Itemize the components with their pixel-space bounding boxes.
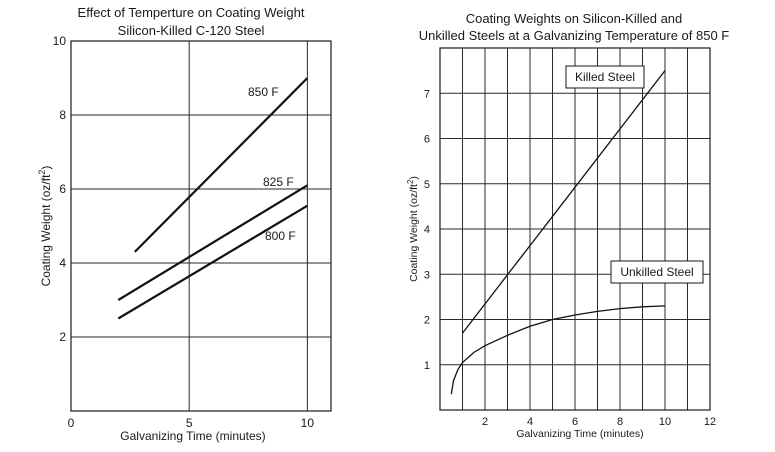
right-x-tick-label: 10 — [659, 416, 671, 428]
series-label-unkilled-steel: Unkilled Steel — [620, 265, 693, 279]
right-series-lines — [450, 70, 666, 395]
right-chart-subtitle: Unkilled Steels at a Galvanizing Tempera… — [419, 28, 730, 43]
left-x-tick-label: 5 — [186, 416, 193, 430]
right-chart: Coating Weights on Silicon-Killed and Un… — [406, 11, 729, 440]
unkilled-steel-label-box — [610, 260, 704, 284]
right-y-tick-label: 3 — [424, 269, 430, 281]
left-chart-subtitle: Silicon-Killed C-120 Steel — [118, 23, 265, 38]
series-line-800f — [117, 204, 308, 320]
left-plot-frame — [70, 40, 332, 412]
left-y-tick-label: 6 — [59, 182, 66, 196]
left-y-tick-label: 10 — [53, 34, 67, 48]
right-chart-title: Coating Weights on Silicon-Killed and — [466, 11, 683, 26]
series-line-unkilled-steel — [450, 305, 666, 395]
left-series-lines — [117, 77, 309, 320]
series-label-killed-steel: Killed Steel — [575, 70, 635, 84]
right-y-tick-label: 5 — [424, 179, 430, 191]
left-y-tick-label: 8 — [59, 108, 66, 122]
left-grid — [71, 41, 331, 411]
series-label-825f: 825 F — [263, 175, 294, 189]
left-chart-title: Effect of Temperture on Coating Weight — [78, 5, 305, 20]
right-plot-frame — [439, 47, 711, 411]
series-line-850f — [134, 77, 309, 253]
left-x-tick-label: 10 — [301, 416, 315, 430]
left-x-tick-label: 0 — [68, 416, 75, 430]
series-label-800f: 800 F — [265, 229, 296, 243]
right-x-tick-label: 6 — [572, 416, 578, 428]
killed-steel-label-box — [565, 65, 645, 89]
series-line-killed-steel — [461, 70, 666, 334]
left-y-tick-label: 2 — [59, 330, 66, 344]
right-x-tick-label: 12 — [704, 416, 716, 428]
series-line-825f — [117, 184, 308, 301]
right-x-tick-label: 8 — [617, 416, 623, 428]
left-y-axis-label: Coating Weight (oz/ft2) — [37, 166, 53, 287]
right-x-tick-label: 2 — [482, 416, 488, 428]
right-grid — [440, 48, 710, 410]
left-x-axis-label: Galvanizing Time (minutes) — [120, 429, 265, 443]
left-chart: Effect of Temperture on Coating Weight S… — [37, 5, 332, 443]
left-ticks: 0 5 10 2 4 6 8 10 — [53, 34, 315, 430]
right-y-axis-label: Coating Weight (oz/ft2) — [406, 176, 420, 282]
left-y-tick-label: 4 — [59, 256, 66, 270]
right-y-tick-label: 7 — [424, 88, 430, 100]
right-y-tick-label: 6 — [424, 134, 430, 146]
right-x-tick-label: 4 — [527, 416, 533, 428]
right-x-axis-label: Galvanizing Time (minutes) — [516, 428, 643, 440]
right-y-tick-label: 1 — [424, 360, 430, 372]
right-y-tick-label: 4 — [424, 224, 430, 236]
series-label-850f: 850 F — [248, 85, 279, 99]
right-y-tick-label: 2 — [424, 315, 430, 327]
